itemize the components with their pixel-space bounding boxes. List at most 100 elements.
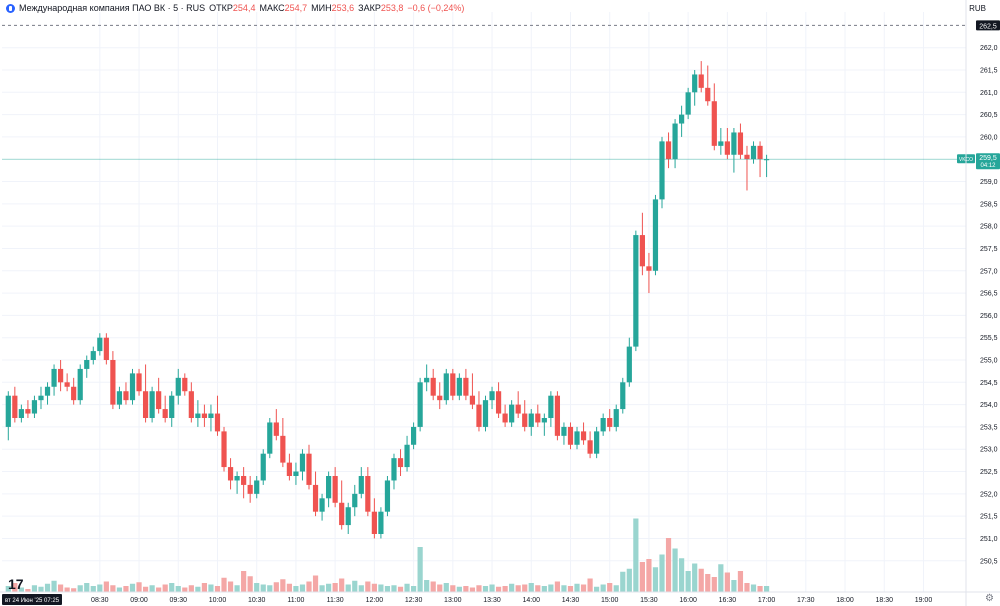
candle-body bbox=[652, 199, 659, 271]
candle bbox=[312, 471, 319, 517]
candle-body bbox=[600, 418, 606, 432]
candle-body bbox=[515, 404, 521, 414]
low-value: 253,6 bbox=[331, 3, 355, 13]
volume-bar bbox=[450, 585, 456, 592]
volume-bar bbox=[247, 576, 253, 592]
candle bbox=[646, 252, 652, 294]
volume-bar bbox=[587, 578, 593, 592]
candle-body bbox=[437, 395, 443, 401]
candle-body bbox=[724, 141, 730, 155]
candle bbox=[613, 404, 619, 432]
volume-bar bbox=[64, 587, 70, 592]
volume-bar bbox=[84, 583, 90, 592]
candle bbox=[273, 409, 279, 441]
candle bbox=[404, 435, 410, 472]
gear-icon[interactable]: ⚙ bbox=[985, 593, 994, 604]
candle bbox=[57, 360, 64, 392]
volume-bar bbox=[18, 587, 24, 592]
volume-bar bbox=[528, 583, 534, 592]
candle bbox=[332, 467, 338, 508]
candle-body bbox=[280, 435, 286, 463]
volume-bar bbox=[594, 586, 600, 592]
candle-body bbox=[116, 391, 123, 405]
candle bbox=[169, 391, 175, 427]
candle bbox=[5, 391, 11, 441]
chart-legend: Международная компания ПАО ВК · 5 · RUS … bbox=[6, 3, 464, 13]
volume-bar bbox=[639, 562, 645, 592]
volume-bar bbox=[77, 585, 83, 592]
candle bbox=[25, 400, 31, 418]
volume-bar bbox=[711, 577, 717, 592]
candle bbox=[51, 364, 57, 396]
price-tick-label: 262,0 bbox=[980, 45, 998, 52]
volume-bar bbox=[103, 581, 109, 592]
volume-bar bbox=[522, 584, 528, 592]
volume-bar bbox=[90, 586, 96, 592]
candle-body bbox=[672, 123, 678, 160]
candle bbox=[110, 351, 116, 410]
volume-bar bbox=[620, 571, 626, 592]
volume-bar bbox=[254, 583, 260, 592]
candle-body bbox=[175, 377, 181, 396]
candle-body bbox=[384, 480, 391, 512]
time-tick-label: 14:30 bbox=[562, 597, 580, 604]
volume-bar bbox=[234, 585, 240, 592]
time-tick-label: 09:00 bbox=[130, 597, 148, 604]
volume-bar bbox=[136, 582, 142, 592]
volume-bar bbox=[554, 581, 561, 592]
candle-body bbox=[221, 431, 227, 468]
time-tick-label: 17:00 bbox=[758, 597, 776, 604]
candle bbox=[234, 471, 240, 494]
candle bbox=[103, 333, 109, 365]
volume-bar bbox=[391, 585, 397, 592]
volume-bar bbox=[463, 586, 469, 592]
candle-body bbox=[208, 413, 214, 418]
time-tick-label: 09:30 bbox=[169, 597, 187, 604]
volume-bar bbox=[31, 585, 38, 592]
currency-label[interactable]: RUB bbox=[969, 4, 986, 13]
candle-body bbox=[541, 418, 547, 423]
candle bbox=[90, 346, 96, 365]
candle-body bbox=[110, 360, 116, 405]
time-tick-label: 10:00 bbox=[209, 597, 227, 604]
volume-bar bbox=[482, 586, 489, 592]
volume-bar bbox=[724, 572, 730, 592]
candle-body bbox=[12, 395, 18, 418]
candle-body bbox=[306, 453, 312, 485]
volume-bar bbox=[142, 586, 149, 592]
candle-body bbox=[142, 391, 149, 418]
volume-bar bbox=[744, 583, 750, 592]
volume-bar bbox=[123, 586, 129, 592]
candle-body bbox=[378, 511, 384, 534]
volume-bar bbox=[410, 586, 417, 592]
volume-bar bbox=[57, 584, 64, 592]
candle bbox=[548, 391, 554, 427]
candle bbox=[18, 404, 24, 423]
candles bbox=[5, 61, 770, 539]
candle-body bbox=[594, 431, 600, 454]
candle-body bbox=[554, 395, 561, 436]
candle-body bbox=[247, 484, 253, 494]
symbol-title[interactable]: Международная компания ПАО ВК · 5 · RUS bbox=[19, 3, 206, 13]
candle-body bbox=[156, 391, 162, 410]
tradingview-logo-icon[interactable]: 17 bbox=[8, 576, 24, 592]
volume-bar bbox=[580, 584, 587, 592]
volume-bar bbox=[476, 585, 482, 592]
candle bbox=[410, 422, 417, 450]
volume-bar bbox=[750, 584, 757, 592]
candle-body bbox=[352, 493, 358, 508]
change-value: −0,6 (−0,24%) bbox=[407, 3, 465, 13]
candle-body bbox=[463, 377, 469, 396]
candle bbox=[149, 386, 155, 423]
candle-body bbox=[482, 400, 489, 427]
volume-bar bbox=[116, 587, 123, 592]
price-tick-label: 254,0 bbox=[980, 402, 998, 409]
candle-body bbox=[417, 382, 423, 427]
candle bbox=[535, 404, 541, 427]
candle bbox=[247, 476, 253, 503]
volume-bar bbox=[358, 585, 364, 592]
candle bbox=[123, 382, 129, 405]
candle-body bbox=[44, 386, 51, 396]
candle bbox=[293, 462, 299, 485]
